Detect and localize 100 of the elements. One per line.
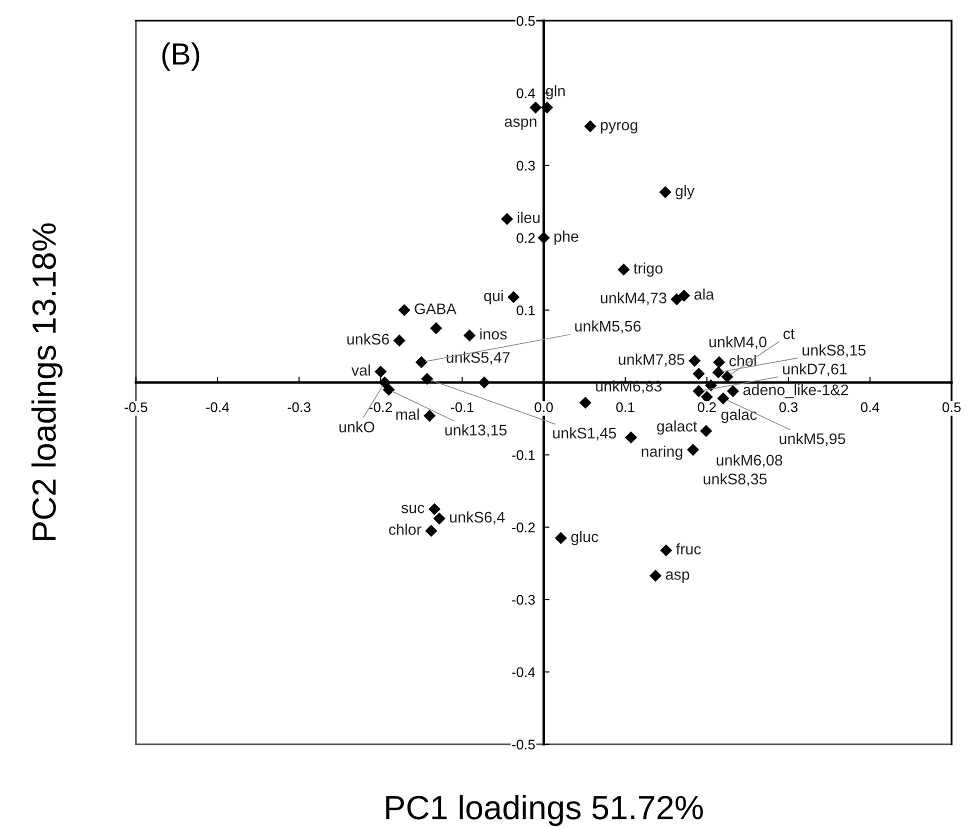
text: (B) [162, 42, 200, 71]
point [393, 334, 406, 347]
annotation: unkM5,56 [575, 320, 641, 334]
point [624, 431, 638, 444]
point [618, 264, 630, 276]
point [584, 120, 596, 132]
annotation: unk13,15 [445, 424, 507, 438]
x-tick-label: 0.5 [942, 402, 961, 412]
x-tick-label: 0.0 [534, 402, 553, 412]
x-tick-label: 0.2 [698, 402, 716, 412]
point [374, 366, 387, 378]
point [704, 379, 718, 392]
point [686, 444, 700, 456]
point [659, 186, 672, 198]
annotation: unkM7,85 [618, 354, 684, 367]
annotation: ala [694, 288, 714, 300]
annotation: qui [484, 290, 503, 304]
annotation: unkS1,45 [553, 427, 616, 440]
annotation: unkO [339, 421, 374, 432]
annotation: unkM5,95 [780, 432, 846, 446]
annotation: unkM4,73 [600, 292, 666, 306]
point [554, 532, 567, 544]
annotation: naring [642, 446, 682, 460]
annotation: val [351, 364, 370, 376]
point [433, 512, 446, 525]
point [382, 384, 395, 396]
x-tick-label: 0.3 [779, 402, 798, 412]
x-tick-label: -0.4 [206, 402, 230, 412]
point [649, 570, 662, 582]
annotation: GABA [414, 303, 456, 314]
x-tick-label: -0.3 [288, 402, 310, 412]
annotation: unkS6,4 [450, 511, 505, 524]
y-tick-label: 0.4 [516, 88, 536, 98]
y-tick-label: -0.1 [512, 450, 535, 460]
y-tick-label: 0.3 [516, 160, 535, 171]
point [421, 372, 434, 385]
point [478, 376, 490, 389]
annotation: unkS8,15 [802, 344, 866, 358]
point [678, 290, 690, 302]
annotation: gly [676, 185, 695, 200]
point [721, 370, 734, 383]
point [692, 385, 705, 398]
point [538, 232, 550, 244]
annotation: phe [554, 230, 578, 245]
point [398, 304, 410, 316]
point [430, 322, 442, 334]
point [508, 291, 520, 304]
annotation: unkS8,35 [704, 473, 767, 486]
x-axis-title: PC1 loadings 51.72% [386, 794, 703, 826]
annotation: ct [783, 329, 795, 340]
annotation: gln [546, 85, 565, 100]
annotation: unkS6 [347, 333, 389, 345]
annotation: unkD7,61 [783, 363, 847, 376]
y-tick-label: -0.3 [512, 594, 535, 605]
annotation: unkM6,83 [596, 380, 662, 394]
annotation: asp [666, 571, 690, 583]
point [540, 101, 554, 114]
y-tick-label: 0.1 [516, 305, 535, 316]
point [424, 410, 436, 422]
annotation: chlor [389, 524, 422, 535]
point [670, 293, 683, 306]
annotation: adeno_like-1&2 [743, 384, 848, 398]
annotation: aspn [504, 118, 536, 130]
point [428, 503, 441, 516]
annotation: trigo [634, 262, 662, 277]
point [415, 356, 428, 368]
point [713, 356, 726, 368]
annotation: ileu [518, 212, 540, 224]
x-tick-label: -0.2 [369, 402, 392, 412]
annotation: galac [721, 408, 757, 424]
y-tick-label: 0.2 [516, 233, 535, 243]
x-tick-label: -0.5 [124, 402, 148, 412]
point [530, 101, 542, 114]
y-axis-title: PC2 loadings 13.18% [31, 223, 63, 540]
annotation: suc [401, 504, 424, 514]
point [660, 544, 672, 556]
point [579, 396, 592, 409]
point [700, 424, 712, 438]
point [692, 368, 705, 380]
x-tick-label: -0.1 [450, 402, 474, 412]
point [717, 392, 730, 404]
point [463, 329, 476, 342]
point [712, 366, 724, 378]
y-tick-label: -0.5 [512, 740, 535, 750]
y-tick-label: 0.5 [516, 16, 535, 26]
annotation: chol [729, 355, 756, 366]
annotation: gluc [571, 530, 598, 546]
annotation: unkM6,08 [716, 454, 782, 468]
annotation: galact [657, 420, 698, 435]
annotation: mal [396, 408, 419, 420]
y-tick-label: -0.2 [512, 522, 535, 532]
point [378, 376, 391, 389]
annotation: pyrog [600, 122, 638, 134]
point [688, 354, 701, 367]
annotation: unkM4,0 [709, 336, 766, 350]
y-tick-label: -0.4 [512, 667, 536, 678]
annotation: inos [480, 328, 507, 340]
point [425, 524, 438, 537]
annotation: fruc [676, 543, 701, 554]
annotation: unkS5,47 [446, 352, 510, 365]
